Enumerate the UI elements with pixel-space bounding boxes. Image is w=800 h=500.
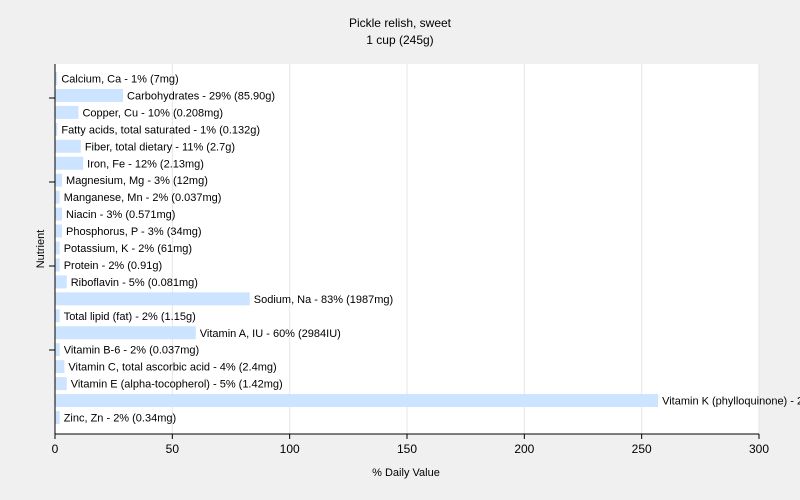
bar — [55, 72, 58, 85]
bar — [55, 105, 79, 119]
x-axis-title: % Daily Value — [372, 467, 440, 479]
bar — [55, 309, 60, 323]
x-tick-label: 0 — [52, 442, 59, 456]
bar-label: Protein - 2% (0.91g) — [64, 260, 162, 272]
bar-label: Copper, Cu - 10% (0.208mg) — [82, 107, 223, 119]
bar — [55, 156, 84, 170]
chart-subtitle: 1 cup (245g) — [366, 33, 433, 47]
bar-label: Niacin - 3% (0.571mg) — [66, 209, 175, 221]
bar-label: Iron, Fe - 12% (2.13mg) — [87, 158, 204, 170]
bar — [55, 241, 60, 255]
bar-label: Calcium, Ca - 1% (7mg) — [61, 74, 178, 86]
x-tick-labels: 0 50 100 150 200 250 300 — [52, 442, 770, 456]
bar — [55, 122, 58, 136]
bar — [55, 275, 67, 289]
bars — [55, 72, 659, 424]
bar — [55, 173, 63, 187]
gridlines — [171, 64, 760, 434]
bar-label: Fiber, total dietary - 11% (2.7g) — [85, 141, 235, 153]
bar-label: Magnesium, Mg - 3% (12mg) — [66, 175, 208, 187]
bar-label: Manganese, Mn - 2% (0.037mg) — [64, 192, 222, 204]
x-tick-label: 50 — [166, 442, 180, 456]
bar-label: Vitamin C, total ascorbic acid - 4% (2.4… — [68, 362, 276, 374]
bar — [55, 377, 67, 391]
bar — [55, 258, 60, 272]
chart-title: Pickle relish, sweet — [349, 16, 452, 30]
bar — [55, 343, 60, 357]
bar — [55, 326, 196, 340]
bar — [55, 394, 659, 408]
bar-labels: Calcium, Ca - 1% (7mg) Carbohydrates - 29… — [61, 74, 800, 425]
bar — [55, 224, 63, 238]
bar-label: Zinc, Zn - 2% (0.34mg) — [64, 413, 176, 425]
bar-label: Sodium, Na - 83% (1987mg) — [254, 294, 393, 306]
bar-label: Vitamin B-6 - 2% (0.037mg) — [64, 345, 200, 357]
bar-label: Phosphorus, P - 3% (34mg) — [66, 226, 202, 238]
bar-label: Vitamin A, IU - 60% (2984IU) — [200, 328, 341, 340]
bar-label: Potassium, K - 2% (61mg) — [64, 243, 192, 255]
bar-label: Vitamin K (phylloquinone) - 257% (205.3m… — [662, 396, 800, 408]
bar — [55, 139, 81, 153]
bar — [55, 88, 124, 102]
bar — [55, 190, 60, 204]
x-tick-label: 200 — [514, 442, 534, 456]
bar-label: Riboflavin - 5% (0.081mg) — [71, 277, 198, 289]
bar-label: Vitamin E (alpha-tocopherol) - 5% (1.42m… — [71, 379, 283, 391]
bar-label: Total lipid (fat) - 2% (1.15g) — [64, 311, 196, 323]
axes — [49, 64, 760, 439]
x-tick-label: 300 — [749, 442, 769, 456]
bar — [55, 360, 65, 374]
bar-label: Fatty acids, total saturated - 1% (0.132… — [61, 124, 260, 136]
x-tick-label: 150 — [397, 442, 417, 456]
x-tick-label: 100 — [280, 442, 300, 456]
bar — [55, 411, 60, 424]
x-tick-label: 250 — [632, 442, 652, 456]
y-axis-title: Nutrient — [35, 230, 47, 269]
bar-label: Carbohydrates - 29% (85.90g) — [127, 90, 275, 102]
bar — [55, 207, 63, 221]
bar — [55, 292, 250, 306]
